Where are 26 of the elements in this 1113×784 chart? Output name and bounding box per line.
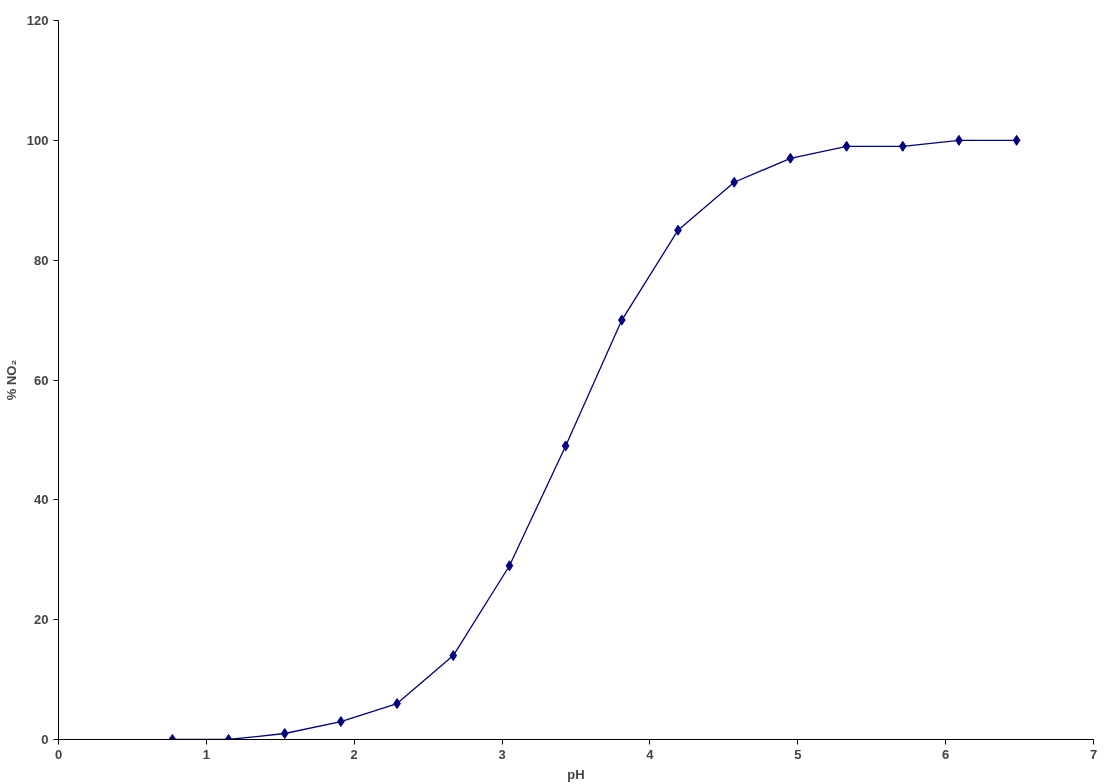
y-axis-title: % NO₂ [3,359,19,401]
point [842,140,851,152]
x-tick-label: 1 [202,746,210,762]
y-tick-label: 20 [34,612,49,628]
x-tick-label: 5 [794,746,802,762]
y-tick-label: 120 [26,13,49,28]
x-tick-label: 4 [646,746,655,762]
point [280,728,289,740]
y-tick-label: 40 [34,492,49,508]
point [730,176,739,188]
point [561,440,570,452]
x-tick-label: 3 [498,746,506,762]
x-tick-label: 7 [1089,746,1098,762]
x-tick-label: 2 [350,746,358,762]
x-axis-title: pH [567,766,585,782]
y-tick-label: 100 [26,132,49,148]
x-tick-label: 0 [54,746,63,762]
x-tick-label: 6 [942,746,950,762]
y-tick-label: 60 [34,372,49,388]
point [898,140,907,152]
y-tick-label: 0 [41,732,49,747]
y-tick-label: 80 [34,252,49,268]
point [505,560,514,572]
point [449,650,458,662]
point [786,152,795,164]
point [1012,134,1021,146]
